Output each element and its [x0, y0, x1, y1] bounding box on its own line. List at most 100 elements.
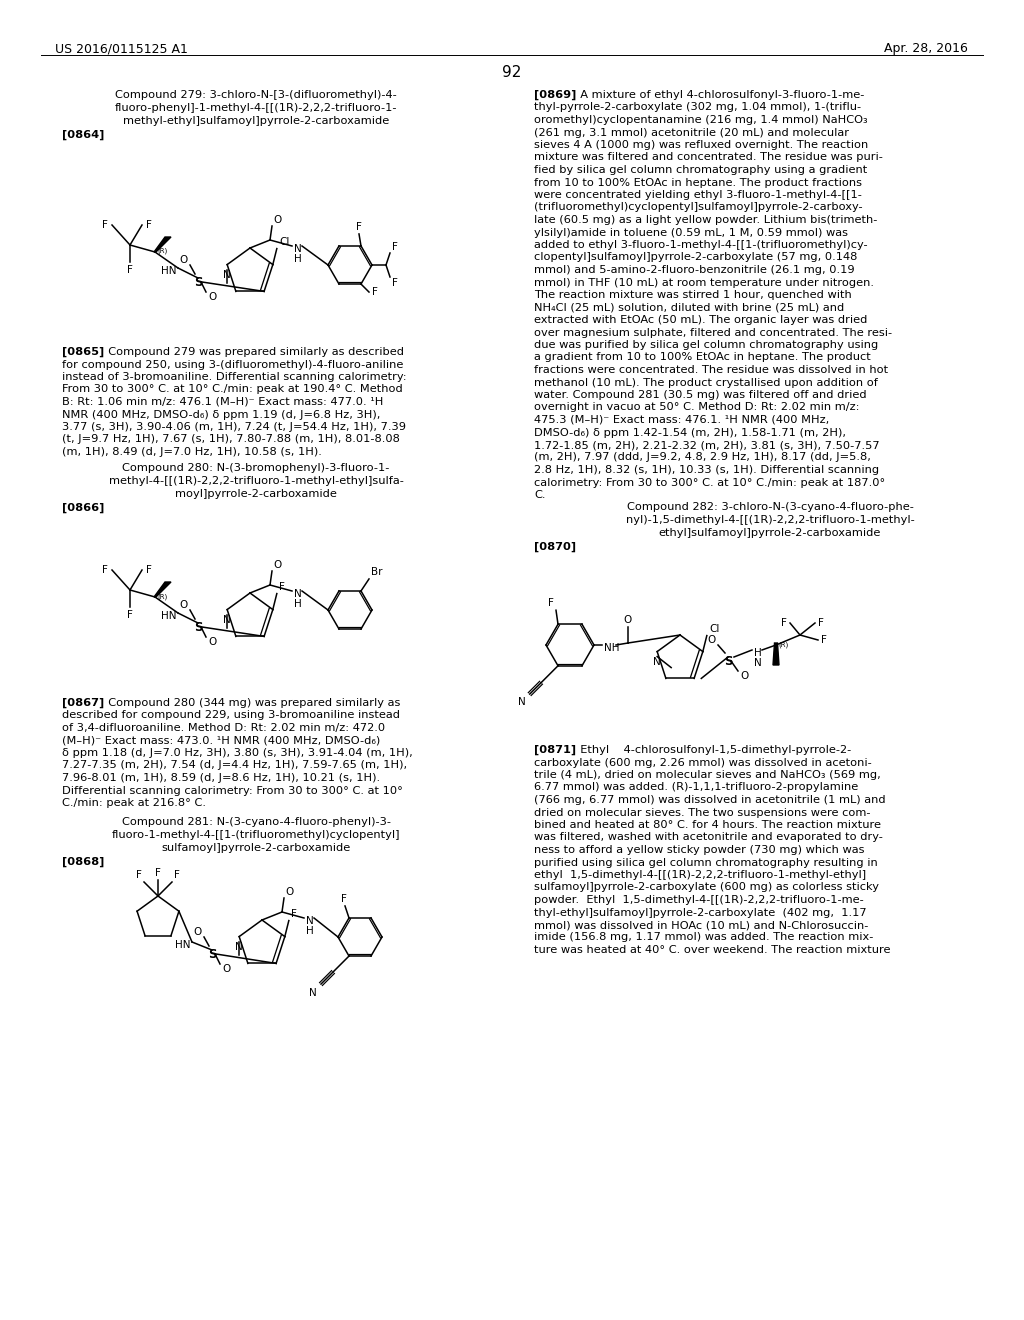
- Text: S: S: [208, 948, 216, 961]
- Text: C.: C.: [534, 490, 546, 500]
- Text: late (60.5 mg) as a light yellow powder. Lithium bis(trimeth-: late (60.5 mg) as a light yellow powder.…: [534, 215, 878, 224]
- Text: O: O: [273, 215, 282, 224]
- Text: mixture was filtered and concentrated. The residue was puri-: mixture was filtered and concentrated. T…: [534, 153, 883, 162]
- Text: N: N: [309, 989, 317, 998]
- Text: ethyl]sulfamoyl]pyrrole-2-carboxamide: ethyl]sulfamoyl]pyrrole-2-carboxamide: [658, 528, 882, 539]
- Text: O: O: [194, 927, 202, 937]
- Text: HN: HN: [161, 611, 176, 620]
- Text: ture was heated at 40° C. over weekend. The reaction mixture: ture was heated at 40° C. over weekend. …: [534, 945, 891, 954]
- Text: fractions were concentrated. The residue was dissolved in hot: fractions were concentrated. The residue…: [534, 366, 888, 375]
- Text: trile (4 mL), dried on molecular sieves and NaHCO₃ (569 mg,: trile (4 mL), dried on molecular sieves …: [534, 770, 881, 780]
- Text: S: S: [194, 276, 203, 289]
- Text: imide (156.8 mg, 1.17 mmol) was added. The reaction mix-: imide (156.8 mg, 1.17 mmol) was added. T…: [534, 932, 873, 942]
- Text: ethyl  1,5-dimethyl-4-[[(1R)-2,2,2-trifluoro-1-methyl-ethyl]: ethyl 1,5-dimethyl-4-[[(1R)-2,2,2-triflu…: [534, 870, 866, 880]
- Text: sulfamoyl]pyrrole-2-carboxylate (600 mg) as colorless sticky: sulfamoyl]pyrrole-2-carboxylate (600 mg)…: [534, 883, 879, 892]
- Text: NMR (400 MHz, DMSO-d₆) δ ppm 1.19 (d, J=6.8 Hz, 3H),: NMR (400 MHz, DMSO-d₆) δ ppm 1.19 (d, J=…: [62, 409, 380, 420]
- Text: 7.27-7.35 (m, 2H), 7.54 (d, J=4.4 Hz, 1H), 7.59-7.65 (m, 1H),: 7.27-7.35 (m, 2H), 7.54 (d, J=4.4 Hz, 1H…: [62, 760, 408, 771]
- Text: [0867]: [0867]: [62, 698, 104, 709]
- Text: N: N: [223, 269, 231, 280]
- Text: moyl]pyrrole-2-carboxamide: moyl]pyrrole-2-carboxamide: [175, 488, 337, 499]
- Text: for compound 250, using 3-(difluoromethyl)-4-fluoro-aniline: for compound 250, using 3-(difluoromethy…: [62, 359, 403, 370]
- Text: N: N: [294, 244, 302, 253]
- Text: Compound 280 (344 mg) was prepared similarly as: Compound 280 (344 mg) was prepared simil…: [101, 698, 400, 708]
- Text: N: N: [294, 589, 302, 599]
- Text: C./min: peak at 216.8° C.: C./min: peak at 216.8° C.: [62, 799, 206, 808]
- Text: Compound 279: 3-chloro-N-[3-(difluoromethyl)-4-: Compound 279: 3-chloro-N-[3-(difluoromet…: [115, 90, 397, 100]
- Text: from 10 to 100% EtOAc in heptane. The product fractions: from 10 to 100% EtOAc in heptane. The pr…: [534, 177, 862, 187]
- Text: purified using silica gel column chromatography resulting in: purified using silica gel column chromat…: [534, 858, 878, 867]
- Text: F: F: [341, 894, 347, 904]
- Text: bined and heated at 80° C. for 4 hours. The reaction mixture: bined and heated at 80° C. for 4 hours. …: [534, 820, 881, 830]
- Text: O: O: [222, 964, 230, 974]
- Text: powder.  Ethyl  1,5-dimethyl-4-[[(1R)-2,2,2-trifluoro-1-me-: powder. Ethyl 1,5-dimethyl-4-[[(1R)-2,2,…: [534, 895, 864, 906]
- Text: F: F: [146, 565, 152, 576]
- Text: Ethyl    4-chlorosulfonyl-1,5-dimethyl-pyrrole-2-: Ethyl 4-chlorosulfonyl-1,5-dimethyl-pyrr…: [573, 744, 851, 755]
- Text: 1.72-1.85 (m, 2H), 2.21-2.32 (m, 2H), 3.81 (s, 3H), 7.50-7.57: 1.72-1.85 (m, 2H), 2.21-2.32 (m, 2H), 3.…: [534, 440, 880, 450]
- Text: mmol) was dissolved in HOAc (10 mL) and N-Chlorosuccin-: mmol) was dissolved in HOAc (10 mL) and …: [534, 920, 868, 931]
- Text: F: F: [372, 286, 378, 297]
- Text: carboxylate (600 mg, 2.26 mmol) was dissolved in acetoni-: carboxylate (600 mg, 2.26 mmol) was diss…: [534, 758, 871, 767]
- Text: O: O: [180, 601, 188, 610]
- Text: O: O: [208, 292, 216, 302]
- Text: oromethyl)cyclopentanamine (216 mg, 1.4 mmol) NaHCO₃: oromethyl)cyclopentanamine (216 mg, 1.4 …: [534, 115, 867, 125]
- Text: [0866]: [0866]: [62, 503, 104, 513]
- Text: 3.77 (s, 3H), 3.90-4.06 (m, 1H), 7.24 (t, J=54.4 Hz, 1H), 7.39: 3.77 (s, 3H), 3.90-4.06 (m, 1H), 7.24 (t…: [62, 422, 406, 432]
- Text: N: N: [236, 941, 243, 952]
- Text: Compound 280: N-(3-bromophenyl)-3-fluoro-1-: Compound 280: N-(3-bromophenyl)-3-fluoro…: [122, 463, 390, 473]
- Text: HN: HN: [174, 940, 190, 950]
- Text: F: F: [818, 618, 824, 628]
- Text: (m, 1H), 8.49 (d, J=7.0 Hz, 1H), 10.58 (s, 1H).: (m, 1H), 8.49 (d, J=7.0 Hz, 1H), 10.58 (…: [62, 447, 322, 457]
- Text: H: H: [306, 927, 313, 936]
- Text: O: O: [180, 255, 188, 265]
- Text: ness to afford a yellow sticky powder (730 mg) which was: ness to afford a yellow sticky powder (7…: [534, 845, 864, 855]
- Text: fluoro-1-methyl-4-[[1-(trifluoromethyl)cyclopentyl]: fluoro-1-methyl-4-[[1-(trifluoromethyl)c…: [112, 830, 400, 840]
- Text: [0871]: [0871]: [534, 744, 577, 755]
- Text: O: O: [285, 887, 293, 898]
- Text: (R): (R): [157, 248, 167, 255]
- Text: nyl)-1,5-dimethyl-4-[[(1R)-2,2,2-trifluoro-1-methyl-: nyl)-1,5-dimethyl-4-[[(1R)-2,2,2-trifluo…: [626, 515, 914, 525]
- Text: O: O: [708, 635, 716, 645]
- Text: B: Rt: 1.06 min m/z: 476.1 (M–H)⁻ Exact mass: 477.0. ¹H: B: Rt: 1.06 min m/z: 476.1 (M–H)⁻ Exact …: [62, 397, 383, 407]
- Text: N: N: [306, 916, 313, 927]
- Text: F: F: [548, 598, 554, 609]
- Text: Apr. 28, 2016: Apr. 28, 2016: [884, 42, 968, 55]
- Text: F: F: [821, 635, 826, 645]
- Text: F: F: [392, 242, 398, 252]
- Text: 6.77 mmol) was added. (R)-1,1,1-trifluoro-2-propylamine: 6.77 mmol) was added. (R)-1,1,1-trifluor…: [534, 783, 858, 792]
- Text: N: N: [653, 656, 662, 667]
- Text: F: F: [136, 870, 142, 880]
- Text: mmol) and 5-amino-2-fluoro-benzonitrile (26.1 mg, 0.19: mmol) and 5-amino-2-fluoro-benzonitrile …: [534, 265, 855, 275]
- Text: (M–H)⁻ Exact mass: 473.0. ¹H NMR (400 MHz, DMSO-d₆): (M–H)⁻ Exact mass: 473.0. ¹H NMR (400 MH…: [62, 735, 380, 746]
- Text: F: F: [127, 265, 133, 275]
- Text: F: F: [279, 582, 285, 591]
- Text: O: O: [624, 615, 632, 624]
- Text: From 30 to 300° C. at 10° C./min: peak at 190.4° C. Method: From 30 to 300° C. at 10° C./min: peak a…: [62, 384, 402, 395]
- Text: methanol (10 mL). The product crystallised upon addition of: methanol (10 mL). The product crystallis…: [534, 378, 878, 388]
- Text: 92: 92: [503, 65, 521, 81]
- Text: S: S: [724, 655, 732, 668]
- Text: [0864]: [0864]: [62, 129, 104, 140]
- Text: F: F: [155, 869, 161, 878]
- Text: Br: Br: [371, 568, 383, 577]
- Text: dried on molecular sieves. The two suspensions were com-: dried on molecular sieves. The two suspe…: [534, 808, 870, 817]
- Text: US 2016/0115125 A1: US 2016/0115125 A1: [55, 42, 187, 55]
- Text: Differential scanning calorimetry: From 30 to 300° C. at 10°: Differential scanning calorimetry: From …: [62, 785, 402, 796]
- Text: 7.96-8.01 (m, 1H), 8.59 (d, J=8.6 Hz, 1H), 10.21 (s, 1H).: 7.96-8.01 (m, 1H), 8.59 (d, J=8.6 Hz, 1H…: [62, 774, 380, 783]
- Text: F: F: [174, 870, 180, 880]
- Text: (766 mg, 6.77 mmol) was dissolved in acetonitrile (1 mL) and: (766 mg, 6.77 mmol) was dissolved in ace…: [534, 795, 886, 805]
- Text: F: F: [392, 279, 398, 288]
- Text: calorimetry: From 30 to 300° C. at 10° C./min: peak at 187.0°: calorimetry: From 30 to 300° C. at 10° C…: [534, 478, 886, 487]
- Text: [0868]: [0868]: [62, 857, 104, 867]
- Text: H: H: [294, 599, 302, 609]
- Text: F: F: [291, 908, 297, 919]
- Text: methyl-ethyl]sulfamoyl]pyrrole-2-carboxamide: methyl-ethyl]sulfamoyl]pyrrole-2-carboxa…: [123, 116, 389, 125]
- Text: Compound 281: N-(3-cyano-4-fluoro-phenyl)-3-: Compound 281: N-(3-cyano-4-fluoro-phenyl…: [122, 817, 390, 828]
- Text: 2.8 Hz, 1H), 8.32 (s, 1H), 10.33 (s, 1H). Differential scanning: 2.8 Hz, 1H), 8.32 (s, 1H), 10.33 (s, 1H)…: [534, 465, 880, 475]
- Text: water. Compound 281 (30.5 mg) was filtered off and dried: water. Compound 281 (30.5 mg) was filter…: [534, 389, 866, 400]
- Text: F: F: [127, 610, 133, 620]
- Text: Compound 279 was prepared similarly as described: Compound 279 was prepared similarly as d…: [101, 347, 404, 356]
- Text: (261 mg, 3.1 mmol) acetonitrile (20 mL) and molecular: (261 mg, 3.1 mmol) acetonitrile (20 mL) …: [534, 128, 849, 137]
- Text: [0869]: [0869]: [534, 90, 577, 100]
- Text: The reaction mixture was stirred 1 hour, quenched with: The reaction mixture was stirred 1 hour,…: [534, 290, 852, 300]
- Text: (m, 2H), 7.97 (ddd, J=9.2, 4.8, 2.9 Hz, 1H), 8.17 (dd, J=5.8,: (m, 2H), 7.97 (ddd, J=9.2, 4.8, 2.9 Hz, …: [534, 453, 870, 462]
